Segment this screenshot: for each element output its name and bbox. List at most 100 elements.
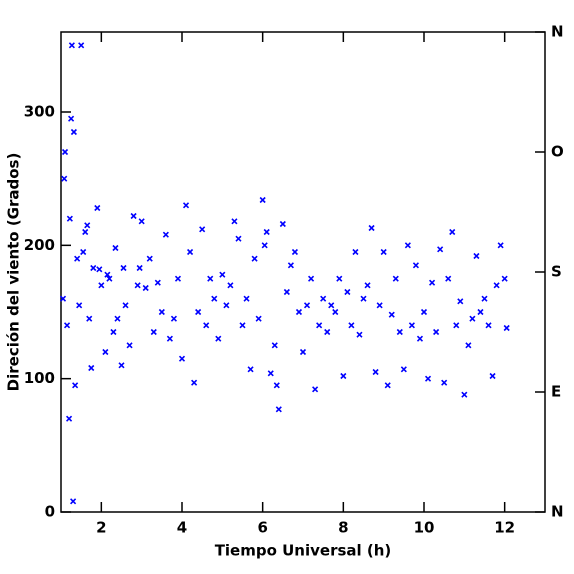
x-tick-label: 12	[494, 519, 515, 537]
point	[352, 248, 359, 256]
point	[211, 295, 218, 302]
point	[376, 302, 383, 309]
point	[388, 311, 395, 318]
point	[497, 242, 504, 249]
point	[384, 382, 391, 389]
plot-frame	[60, 31, 546, 513]
x-tick-label: 10	[414, 519, 435, 537]
point	[203, 322, 210, 329]
point	[316, 322, 323, 329]
x-tick-label: 4	[177, 519, 187, 537]
point	[299, 348, 307, 356]
point	[126, 342, 133, 349]
point	[207, 275, 214, 282]
x-tick-label: 8	[338, 519, 348, 537]
point	[118, 362, 125, 369]
point	[90, 264, 97, 272]
point	[424, 375, 432, 382]
point	[400, 366, 407, 373]
point	[223, 302, 230, 309]
point	[70, 128, 77, 136]
point	[461, 391, 468, 398]
point	[219, 271, 226, 278]
point	[481, 295, 488, 302]
point	[303, 302, 311, 309]
point	[74, 255, 81, 262]
point	[114, 315, 121, 322]
point	[271, 342, 278, 349]
point	[291, 248, 298, 256]
point	[136, 264, 143, 272]
point	[88, 364, 95, 372]
point	[243, 295, 250, 302]
point	[473, 252, 480, 260]
point	[441, 379, 448, 386]
point	[273, 382, 280, 389]
point	[63, 322, 71, 329]
point	[138, 218, 145, 225]
point	[130, 212, 137, 220]
point	[110, 328, 117, 336]
point	[251, 255, 258, 262]
point	[501, 275, 508, 282]
point	[295, 308, 303, 316]
y-axis-label: Direción del viento (Grados)	[5, 153, 23, 392]
x-tick-label: 6	[257, 519, 267, 537]
point	[59, 295, 67, 302]
point	[261, 242, 268, 249]
point	[416, 335, 424, 342]
point	[279, 220, 286, 228]
point	[66, 415, 73, 422]
point	[408, 322, 415, 329]
y-tick-label: 0	[45, 503, 55, 521]
point	[380, 248, 387, 256]
point	[320, 295, 327, 302]
point	[102, 348, 109, 356]
point	[283, 288, 290, 296]
point	[275, 406, 282, 413]
point	[344, 288, 351, 296]
point	[235, 235, 242, 242]
point	[170, 315, 177, 322]
point	[336, 275, 343, 282]
point	[457, 298, 464, 305]
point	[106, 275, 113, 282]
point	[120, 264, 127, 272]
point	[154, 279, 161, 286]
point	[433, 328, 440, 336]
point	[437, 246, 444, 253]
point	[96, 266, 103, 273]
point	[267, 370, 274, 377]
point	[76, 302, 83, 309]
point	[215, 335, 222, 342]
point	[392, 275, 399, 282]
point	[312, 386, 319, 393]
point	[420, 308, 428, 316]
point	[263, 228, 270, 236]
point	[412, 262, 419, 269]
point	[70, 498, 77, 505]
point	[332, 308, 339, 316]
point	[445, 275, 452, 282]
point	[396, 328, 403, 336]
point	[72, 382, 79, 389]
point	[259, 196, 266, 204]
point	[477, 308, 484, 316]
point	[360, 295, 367, 302]
point	[182, 202, 190, 209]
point	[94, 204, 101, 212]
point	[112, 244, 119, 252]
x-axis-label: Tiempo Universal (h)	[215, 542, 392, 560]
point	[324, 328, 331, 336]
point	[453, 322, 460, 329]
y2-tick-label: N	[551, 23, 564, 41]
point	[84, 222, 91, 229]
point	[493, 282, 500, 289]
y2-tick-label: O	[551, 143, 564, 161]
point	[158, 308, 165, 316]
point	[356, 331, 363, 338]
point	[86, 315, 93, 322]
point	[122, 302, 129, 309]
y2-tick-label: E	[551, 383, 561, 401]
point	[98, 282, 105, 289]
